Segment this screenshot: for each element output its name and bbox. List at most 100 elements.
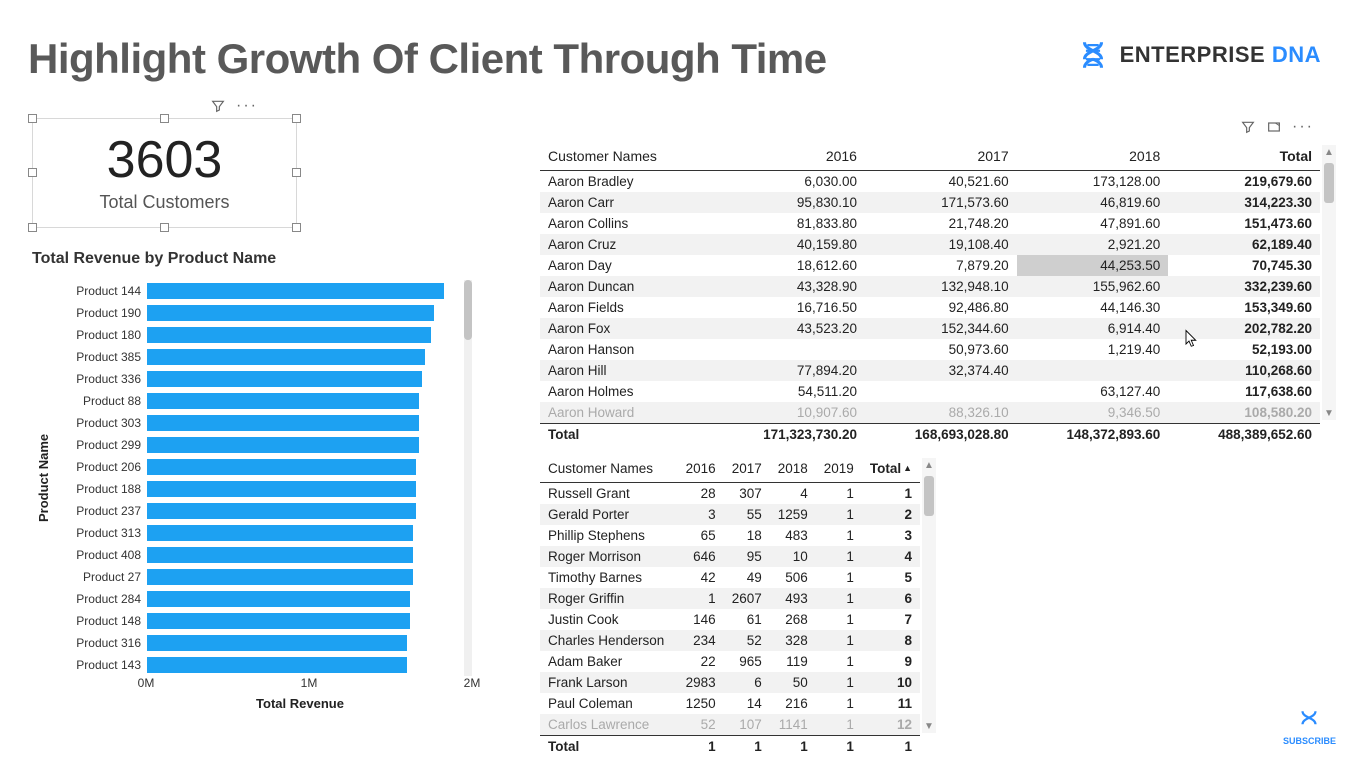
bar[interactable]	[147, 305, 434, 321]
chart-bar-row[interactable]: Product 190	[51, 302, 456, 324]
table-row[interactable]: Russell Grant28307411	[540, 483, 920, 505]
column-header[interactable]: 2016	[713, 145, 865, 171]
chart-bar-row[interactable]: Product 385	[51, 346, 456, 368]
table-row[interactable]: Gerald Porter355125912	[540, 504, 920, 525]
column-header[interactable]: 2018	[770, 458, 816, 483]
column-header[interactable]: Customer Names	[540, 458, 678, 483]
resize-handle[interactable]	[28, 168, 37, 177]
table-row[interactable]: Paul Coleman125014216111	[540, 693, 920, 714]
column-header[interactable]: Total▲	[862, 458, 920, 483]
bar[interactable]	[147, 503, 416, 519]
bar[interactable]	[147, 393, 419, 409]
resize-handle[interactable]	[160, 114, 169, 123]
table-row[interactable]: Carlos Lawrence521071141112	[540, 714, 920, 736]
chart-bar-row[interactable]: Product 27	[51, 566, 456, 588]
resize-handle[interactable]	[28, 223, 37, 232]
column-header[interactable]: 2016	[678, 458, 724, 483]
table-row[interactable]: Aaron Carr95,830.10171,573.6046,819.6031…	[540, 192, 1320, 213]
focus-mode-icon[interactable]	[1266, 119, 1282, 135]
table-cell: Aaron Hill	[540, 360, 713, 381]
table-row[interactable]: Aaron Fox43,523.20152,344.606,914.40202,…	[540, 318, 1320, 339]
bar[interactable]	[147, 437, 419, 453]
bar[interactable]	[147, 481, 416, 497]
bar[interactable]	[147, 283, 444, 299]
table-row[interactable]: Aaron Hill77,894.2032,374.40110,268.60	[540, 360, 1320, 381]
table-row[interactable]: Roger Griffin1260749316	[540, 588, 920, 609]
more-icon[interactable]: ···	[236, 97, 258, 115]
table-row[interactable]: Aaron Hanson50,973.601,219.4052,193.00	[540, 339, 1320, 360]
table-scrollbar[interactable]: ▲ ▼	[922, 458, 936, 733]
table-row[interactable]: Aaron Holmes54,511.2063,127.40117,638.60	[540, 381, 1320, 402]
scrollbar-thumb[interactable]	[464, 280, 472, 340]
subscribe-badge[interactable]: SUBSCRIBE	[1283, 708, 1336, 746]
scrollbar-thumb[interactable]	[1324, 163, 1334, 203]
bar[interactable]	[147, 591, 410, 607]
chart-bar-row[interactable]: Product 408	[51, 544, 456, 566]
chart-bar-row[interactable]: Product 88	[51, 390, 456, 412]
bar[interactable]	[147, 349, 425, 365]
table-row[interactable]: Aaron Howard10,907.6088,326.109,346.5010…	[540, 402, 1320, 424]
table-row[interactable]: Aaron Duncan43,328.90132,948.10155,962.6…	[540, 276, 1320, 297]
bar[interactable]	[147, 415, 419, 431]
chart-bar-row[interactable]: Product 313	[51, 522, 456, 544]
chart-bar-row[interactable]: Product 284	[51, 588, 456, 610]
table-row[interactable]: Aaron Collins81,833.8021,748.2047,891.60…	[540, 213, 1320, 234]
chart-bar-row[interactable]: Product 303	[51, 412, 456, 434]
chart-bar-row[interactable]: Product 336	[51, 368, 456, 390]
bar[interactable]	[147, 657, 407, 673]
bar[interactable]	[147, 525, 413, 541]
column-header[interactable]: 2018	[1017, 145, 1169, 171]
bar-chart[interactable]: Total Revenue by Product Name Product Na…	[32, 250, 472, 711]
column-header[interactable]: Customer Names	[540, 145, 713, 171]
table-row[interactable]: Aaron Day18,612.607,879.2044,253.5070,74…	[540, 255, 1320, 276]
resize-handle[interactable]	[292, 114, 301, 123]
scrollbar-thumb[interactable]	[924, 476, 934, 516]
chart-bar-row[interactable]: Product 180	[51, 324, 456, 346]
resize-handle[interactable]	[28, 114, 37, 123]
bar[interactable]	[147, 371, 422, 387]
chart-bar-row[interactable]: Product 148	[51, 610, 456, 632]
resize-handle[interactable]	[160, 223, 169, 232]
table-row[interactable]: Adam Baker2296511919	[540, 651, 920, 672]
table-row[interactable]: Roger Morrison646951014	[540, 546, 920, 567]
table-row[interactable]: Aaron Bradley6,030.0040,521.60173,128.00…	[540, 171, 1320, 193]
chart-bar-row[interactable]: Product 237	[51, 500, 456, 522]
chart-scrollbar[interactable]	[464, 280, 472, 676]
scroll-down-icon[interactable]: ▼	[1322, 406, 1336, 420]
scroll-up-icon[interactable]: ▲	[922, 458, 936, 472]
chart-bar-row[interactable]: Product 143	[51, 654, 456, 676]
kpi-card[interactable]: 3603 Total Customers	[32, 118, 297, 228]
table-row[interactable]: Justin Cook1466126817	[540, 609, 920, 630]
table-row[interactable]: Charles Henderson2345232818	[540, 630, 920, 651]
filter-icon[interactable]	[1240, 119, 1256, 135]
table-row[interactable]: Phillip Stephens651848313	[540, 525, 920, 546]
bar[interactable]	[147, 635, 407, 651]
resize-handle[interactable]	[292, 223, 301, 232]
more-icon[interactable]: ···	[1292, 118, 1314, 136]
bar[interactable]	[147, 569, 413, 585]
table-row[interactable]: Timothy Barnes424950615	[540, 567, 920, 588]
bar[interactable]	[147, 459, 416, 475]
table-row[interactable]: Frank Larson2983650110	[540, 672, 920, 693]
column-header[interactable]: 2017	[724, 458, 770, 483]
filter-icon[interactable]	[210, 98, 226, 114]
column-header[interactable]: Total	[1168, 145, 1320, 171]
chart-bar-row[interactable]: Product 188	[51, 478, 456, 500]
chart-bar-row[interactable]: Product 299	[51, 434, 456, 456]
bar[interactable]	[147, 547, 413, 563]
column-header[interactable]: 2019	[816, 458, 862, 483]
chart-bar-row[interactable]: Product 316	[51, 632, 456, 654]
bar[interactable]	[147, 327, 431, 343]
resize-handle[interactable]	[292, 168, 301, 177]
chart-bar-row[interactable]: Product 206	[51, 456, 456, 478]
rank-table[interactable]: Customer Names2016201720182019Total▲Russ…	[540, 458, 920, 753]
table-scrollbar[interactable]: ▲ ▼	[1322, 145, 1336, 420]
table-row[interactable]: Aaron Cruz40,159.8019,108.402,921.2062,1…	[540, 234, 1320, 255]
scroll-up-icon[interactable]: ▲	[1322, 145, 1336, 159]
bar[interactable]	[147, 613, 410, 629]
revenue-table[interactable]: Customer Names201620172018TotalAaron Bra…	[540, 145, 1320, 440]
column-header[interactable]: 2017	[865, 145, 1017, 171]
chart-bar-row[interactable]: Product 144	[51, 280, 456, 302]
table-row[interactable]: Aaron Fields16,716.5092,486.8044,146.301…	[540, 297, 1320, 318]
scroll-down-icon[interactable]: ▼	[922, 719, 936, 733]
